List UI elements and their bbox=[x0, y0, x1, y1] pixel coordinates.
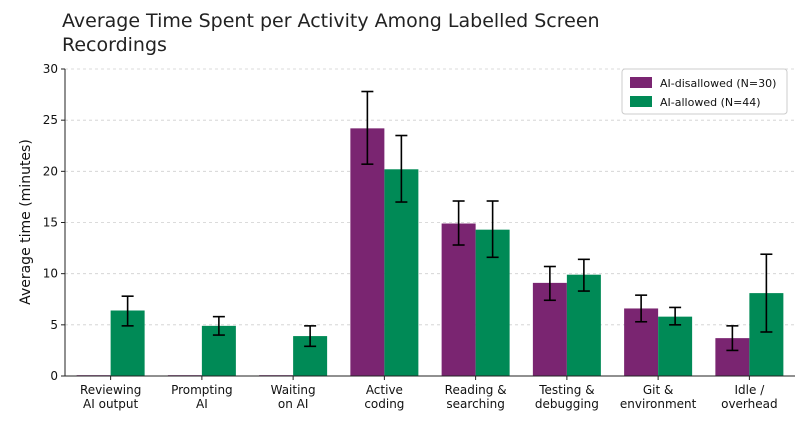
y-tick-label: 15 bbox=[43, 216, 58, 230]
x-category-label: Reviewing bbox=[80, 383, 141, 397]
bar-disallowed bbox=[441, 223, 476, 376]
y-tick-label: 10 bbox=[43, 267, 58, 281]
bars bbox=[76, 128, 784, 376]
x-category-label: Active bbox=[366, 383, 403, 397]
y-tick-label: 0 bbox=[50, 369, 58, 383]
legend-swatch-allowed bbox=[630, 96, 652, 107]
legend-label-disallowed: AI-disallowed (N=30) bbox=[660, 77, 776, 90]
y-ticks: 0 5 10 15 20 25 30 bbox=[43, 62, 65, 383]
x-category-label: Prompting bbox=[171, 383, 233, 397]
x-category-label: coding bbox=[364, 397, 404, 411]
x-category-label: AI bbox=[196, 397, 208, 411]
y-tick-label: 30 bbox=[43, 62, 58, 76]
y-tick-label: 20 bbox=[43, 164, 58, 178]
x-category-label: searching bbox=[446, 397, 504, 411]
x-category-label: debugging bbox=[535, 397, 599, 411]
x-category-label: on AI bbox=[278, 397, 309, 411]
bar-allowed bbox=[658, 316, 693, 376]
error-bars bbox=[121, 90, 773, 352]
x-category-label: Git & bbox=[643, 383, 674, 397]
x-category-label: Waiting bbox=[271, 383, 316, 397]
chart-title-line-1: Average Time Spent per Activity Among La… bbox=[62, 10, 600, 32]
y-tick-label: 25 bbox=[43, 113, 58, 127]
legend: AI-disallowed (N=30) AI-allowed (N=44) bbox=[621, 68, 788, 115]
bar-allowed bbox=[384, 169, 419, 376]
y-tick-label: 5 bbox=[50, 318, 58, 332]
bar-disallowed bbox=[350, 128, 385, 376]
legend-box bbox=[621, 68, 788, 115]
x-category-label: AI output bbox=[83, 397, 138, 411]
legend-swatch-disallowed bbox=[630, 77, 652, 88]
x-category-label: overhead bbox=[721, 397, 778, 411]
x-category-label: environment bbox=[620, 397, 697, 411]
chart-title-line-2: Recordings bbox=[62, 34, 167, 56]
x-category-label: Reading & bbox=[445, 383, 507, 397]
y-axis-label: Average time (minutes) bbox=[18, 139, 34, 305]
x-category-label: Idle / bbox=[735, 383, 766, 397]
x-category-label: Testing & bbox=[538, 383, 594, 397]
legend-label-allowed: AI-allowed (N=44) bbox=[660, 96, 761, 109]
